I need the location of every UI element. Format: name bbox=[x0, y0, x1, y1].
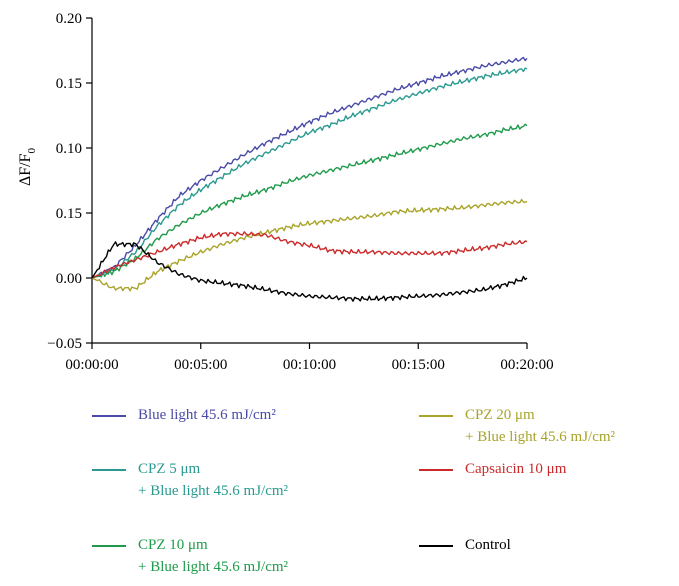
y-tick-label: −0.05 bbox=[47, 336, 82, 352]
legend-label: Capsaicin 10 μm bbox=[465, 461, 567, 477]
y-tick-label: 0.20 bbox=[56, 11, 82, 27]
x-tick-label: 00:15:00 bbox=[392, 357, 445, 373]
series-line-3 bbox=[91, 123, 528, 279]
y-axis: −0.05 0.00 0.15 0.10 0.15 0.20 bbox=[47, 11, 93, 352]
series-line-1 bbox=[91, 56, 528, 279]
line-chart: −0.05 0.00 0.15 0.10 0.15 0.20 00:00:00 00:05:… bbox=[17, 11, 554, 373]
legend-swatch bbox=[419, 415, 453, 417]
legend-label: Control bbox=[465, 537, 511, 553]
legend-label: Blue light 45.6 mJ/cm² bbox=[138, 407, 276, 423]
legend-swatch bbox=[92, 545, 126, 547]
legend-label: CPZ 20 μm + Blue light 45.6 mJ/cm² bbox=[465, 407, 616, 445]
legend-swatch bbox=[419, 545, 453, 547]
x-tick-label: 00:05:00 bbox=[174, 357, 227, 373]
legend-swatch bbox=[92, 469, 126, 471]
legend-swatch bbox=[419, 469, 453, 471]
x-axis: 00:00:00 00:05:00 00:10:00 00:15:00 00:20:00 bbox=[65, 342, 554, 373]
series-line-6 bbox=[91, 241, 528, 302]
y-axis-label: ΔF/F0 bbox=[17, 147, 38, 186]
x-tick-label: 00:00:00 bbox=[65, 357, 118, 373]
legend-swatch bbox=[92, 415, 126, 417]
series-lines bbox=[91, 56, 528, 302]
legend-label: CPZ 5 μm + Blue light 45.6 mJ/cm² bbox=[138, 461, 289, 499]
x-tick-label: 00:10:00 bbox=[283, 357, 336, 373]
y-tick-label: 0.15 bbox=[56, 76, 82, 92]
legend-item-cpz-5: CPZ 5 μm + Blue light 45.6 mJ/cm² bbox=[92, 458, 288, 502]
legend-item-capsaicin: Capsaicin 10 μm bbox=[419, 458, 566, 480]
series-line-4 bbox=[91, 198, 528, 292]
legend-item-cpz-20: CPZ 20 μm + Blue light 45.6 mJ/cm² bbox=[419, 404, 615, 448]
series-line-5 bbox=[91, 231, 528, 279]
y-tick-label: 0.15 bbox=[56, 206, 82, 222]
legend-item-control: Control bbox=[419, 534, 511, 556]
series-line-2 bbox=[91, 67, 528, 279]
x-tick-label: 00:20:00 bbox=[500, 357, 553, 373]
legend-label: CPZ 10 μm + Blue light 45.6 mJ/cm² bbox=[138, 537, 289, 575]
legend-item-blue-light: Blue light 45.6 mJ/cm² bbox=[92, 404, 276, 426]
y-tick-label: 0.10 bbox=[56, 141, 82, 157]
legend-item-cpz-10: CPZ 10 μm + Blue light 45.6 mJ/cm² bbox=[92, 534, 288, 578]
y-tick-label: 0.00 bbox=[56, 271, 82, 287]
